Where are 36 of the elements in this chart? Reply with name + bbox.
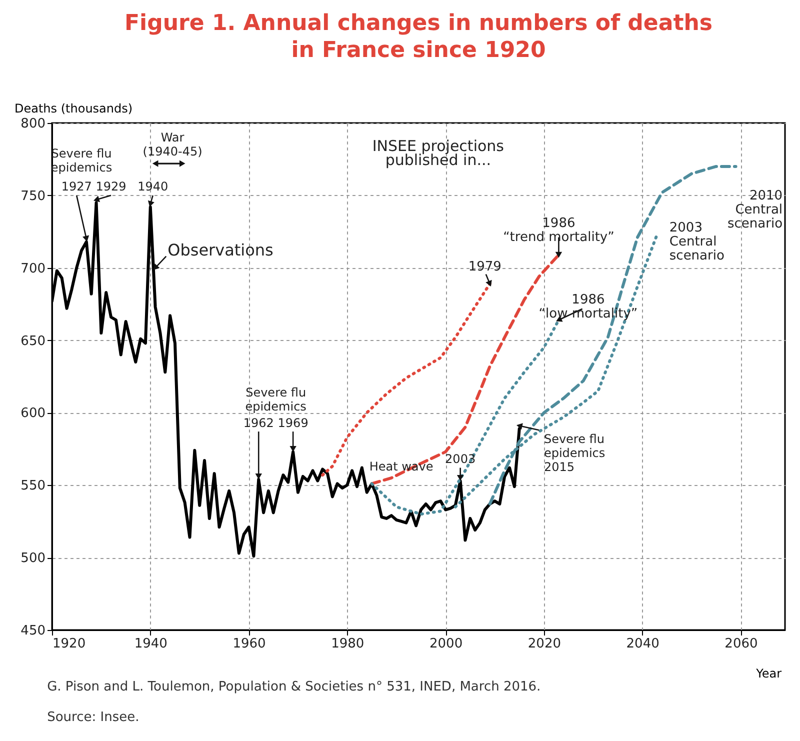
y-tick-label: 700 bbox=[20, 261, 46, 276]
series-label: 2003 Central scenario bbox=[669, 220, 724, 264]
x-tick-label: 2000 bbox=[430, 636, 463, 652]
annotation: Severe flu epidemics 2015 bbox=[544, 432, 606, 474]
x-axis-title: Year bbox=[755, 666, 782, 680]
x-tick-label: 2060 bbox=[724, 636, 758, 652]
annotation: 1929 bbox=[96, 180, 126, 194]
annotation: 2003 bbox=[445, 452, 476, 466]
annotation: 1969 bbox=[278, 416, 308, 430]
annotation: War (1940-45) bbox=[142, 130, 202, 158]
series-label: 2010 Central scenario bbox=[727, 188, 783, 232]
y-tick-label: 800 bbox=[20, 116, 46, 132]
source-note: Source: Insee. bbox=[47, 710, 140, 725]
y-tick-label: 600 bbox=[20, 406, 46, 422]
annotation: Severe flu epidemics bbox=[245, 385, 306, 414]
y-tick-label: 550 bbox=[20, 478, 46, 494]
y-tick-label: 650 bbox=[20, 334, 46, 349]
y-tick-label: 450 bbox=[20, 624, 46, 638]
x-tick-label: 1940 bbox=[134, 636, 168, 652]
series-label: Observations bbox=[168, 240, 274, 260]
x-tick-label: 2040 bbox=[626, 636, 660, 652]
y-axis-title: Deaths (thousands) bbox=[14, 102, 133, 116]
annotation: 1962 bbox=[243, 416, 274, 430]
y-tick-label: 750 bbox=[20, 188, 46, 204]
annotation: 1940 bbox=[138, 180, 168, 194]
text: G. Pison and L. Toulemon, Population & Societies n° 531, INED, March 2016. bbox=[47, 679, 541, 694]
x-tick-label: 1920 bbox=[52, 636, 86, 652]
annotation: INSEE projections published in... bbox=[372, 137, 504, 170]
series-label: 1986 “trend mortality” bbox=[503, 216, 614, 245]
x-tick-label: 1980 bbox=[331, 636, 364, 652]
annotation: 1927 bbox=[61, 180, 92, 194]
series-label: 1979 bbox=[468, 259, 502, 274]
x-tick-label: 2020 bbox=[528, 636, 561, 652]
y-tick-label: 500 bbox=[20, 551, 46, 566]
x-tick-label: 1960 bbox=[232, 636, 266, 652]
chart-title: Figure 1. Annual changes in numbers of deaths in France since 1920 bbox=[124, 11, 712, 63]
